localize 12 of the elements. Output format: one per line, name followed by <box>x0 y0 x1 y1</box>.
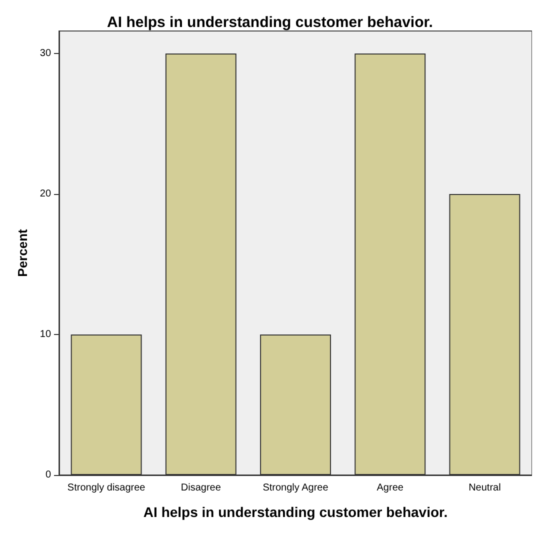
y-tick-label: 30 <box>40 48 52 59</box>
x-tick-label: Strongly Agree <box>262 482 329 494</box>
x-axis-title: AI helps in understanding customer behavior. <box>143 504 448 520</box>
x-tick-label: Strongly disagree <box>67 482 146 494</box>
x-tick-label: Agree <box>376 482 404 494</box>
y-tick-label: 10 <box>40 328 52 340</box>
y-tick-label: 20 <box>40 188 52 200</box>
x-tick-label: Neutral <box>468 482 501 494</box>
chart-title: AI helps in understanding customer behavior. <box>107 14 433 31</box>
y-tick-label: 0 <box>45 470 52 480</box>
y-axis-title: Percent <box>15 228 30 277</box>
x-tick-label: Disagree <box>180 482 222 494</box>
